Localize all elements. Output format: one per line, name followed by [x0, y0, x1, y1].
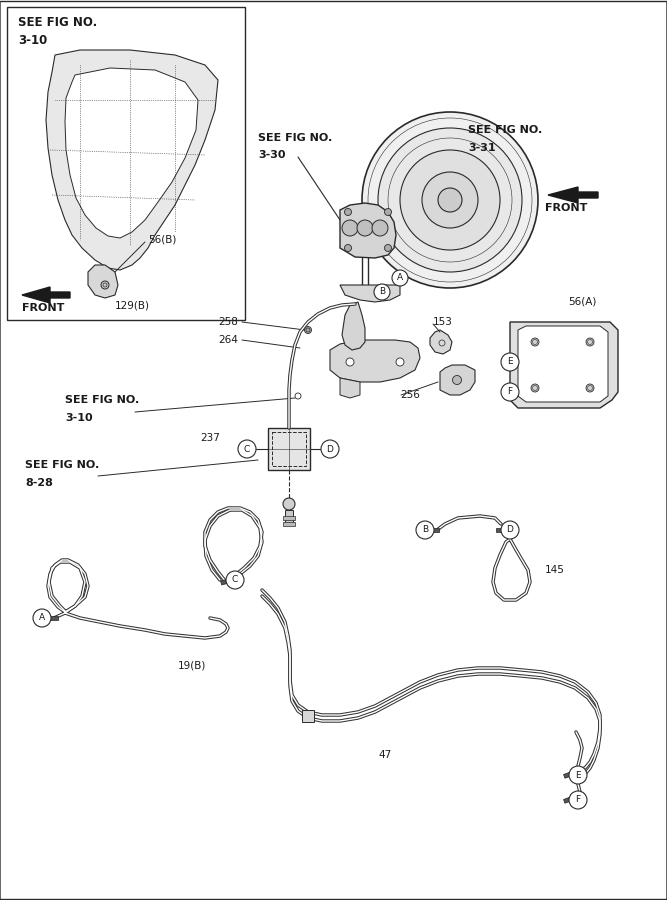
Text: E: E	[575, 770, 581, 779]
Polygon shape	[440, 365, 475, 395]
Text: 3-30: 3-30	[258, 150, 285, 160]
Bar	[564, 796, 572, 803]
Bar	[496, 528, 504, 532]
Circle shape	[374, 284, 390, 300]
Circle shape	[101, 281, 109, 289]
Circle shape	[569, 766, 587, 784]
Circle shape	[33, 609, 51, 627]
Circle shape	[400, 150, 500, 250]
Circle shape	[344, 209, 352, 215]
Polygon shape	[340, 378, 360, 398]
Polygon shape	[65, 68, 198, 238]
Text: F: F	[576, 796, 580, 805]
Circle shape	[321, 440, 339, 458]
Circle shape	[378, 128, 522, 272]
Text: 264: 264	[218, 335, 238, 345]
Text: 145: 145	[545, 565, 565, 575]
Text: 3-31: 3-31	[468, 143, 496, 153]
Text: C: C	[244, 445, 250, 454]
Bar	[268, 428, 310, 470]
Polygon shape	[46, 50, 218, 270]
Text: SEE FIG NO.: SEE FIG NO.	[468, 125, 542, 135]
Circle shape	[501, 383, 519, 401]
Text: 3-10: 3-10	[65, 413, 93, 423]
Polygon shape	[518, 326, 608, 402]
Bar	[221, 579, 229, 585]
Circle shape	[531, 338, 539, 346]
Text: 8-28: 8-28	[25, 478, 53, 488]
Bar	[283, 522, 295, 526]
Text: 258: 258	[218, 317, 238, 327]
Polygon shape	[342, 302, 365, 350]
Polygon shape	[340, 203, 396, 258]
Circle shape	[422, 172, 478, 228]
Text: 153: 153	[433, 317, 453, 327]
Circle shape	[346, 358, 354, 366]
Text: D: D	[506, 526, 514, 535]
Circle shape	[501, 353, 519, 371]
Circle shape	[392, 270, 408, 286]
Polygon shape	[548, 187, 598, 203]
Circle shape	[295, 393, 301, 399]
Text: A: A	[397, 274, 403, 283]
Circle shape	[283, 498, 295, 510]
Bar	[302, 710, 314, 722]
Circle shape	[357, 220, 373, 236]
Circle shape	[569, 791, 587, 809]
Text: A: A	[39, 614, 45, 623]
Text: D: D	[327, 445, 334, 454]
Circle shape	[501, 521, 519, 539]
Polygon shape	[22, 287, 70, 303]
Circle shape	[452, 375, 462, 384]
Circle shape	[305, 327, 311, 334]
Circle shape	[372, 220, 388, 236]
Text: SEE FIG NO.: SEE FIG NO.	[258, 133, 332, 143]
Circle shape	[586, 338, 594, 346]
Circle shape	[342, 220, 358, 236]
Circle shape	[344, 245, 352, 251]
Circle shape	[384, 209, 392, 215]
Circle shape	[396, 358, 404, 366]
Bar	[50, 616, 58, 620]
Text: 3-10: 3-10	[18, 33, 47, 47]
Circle shape	[362, 112, 538, 288]
Bar	[285, 510, 293, 524]
Text: 56(A): 56(A)	[568, 297, 596, 307]
Circle shape	[226, 571, 244, 589]
Text: SEE FIG NO.: SEE FIG NO.	[65, 395, 139, 405]
Text: 237: 237	[200, 433, 220, 443]
Text: B: B	[422, 526, 428, 535]
Circle shape	[438, 188, 462, 212]
Polygon shape	[330, 340, 420, 382]
Circle shape	[384, 245, 392, 251]
Circle shape	[586, 384, 594, 392]
Text: E: E	[507, 357, 513, 366]
Text: F: F	[508, 388, 512, 397]
Text: 19(B): 19(B)	[178, 660, 206, 670]
Text: FRONT: FRONT	[22, 303, 65, 313]
Bar	[272, 432, 306, 466]
Polygon shape	[510, 322, 618, 408]
Text: SEE FIG NO.: SEE FIG NO.	[25, 460, 99, 470]
Polygon shape	[430, 330, 452, 354]
Circle shape	[416, 521, 434, 539]
Text: 56(B): 56(B)	[148, 235, 176, 245]
Text: FRONT: FRONT	[545, 203, 588, 213]
Polygon shape	[88, 265, 118, 298]
Text: B: B	[379, 287, 385, 296]
Text: 256: 256	[400, 390, 420, 400]
Bar	[283, 516, 295, 520]
Bar	[564, 772, 572, 778]
Bar	[431, 528, 439, 532]
Circle shape	[238, 440, 256, 458]
Text: C: C	[232, 575, 238, 584]
Text: 47: 47	[378, 750, 392, 760]
Polygon shape	[340, 285, 400, 302]
Text: SEE FIG NO.: SEE FIG NO.	[18, 15, 97, 29]
Circle shape	[531, 384, 539, 392]
Bar	[7, 7, 245, 320]
Text: 129(B): 129(B)	[115, 300, 150, 310]
